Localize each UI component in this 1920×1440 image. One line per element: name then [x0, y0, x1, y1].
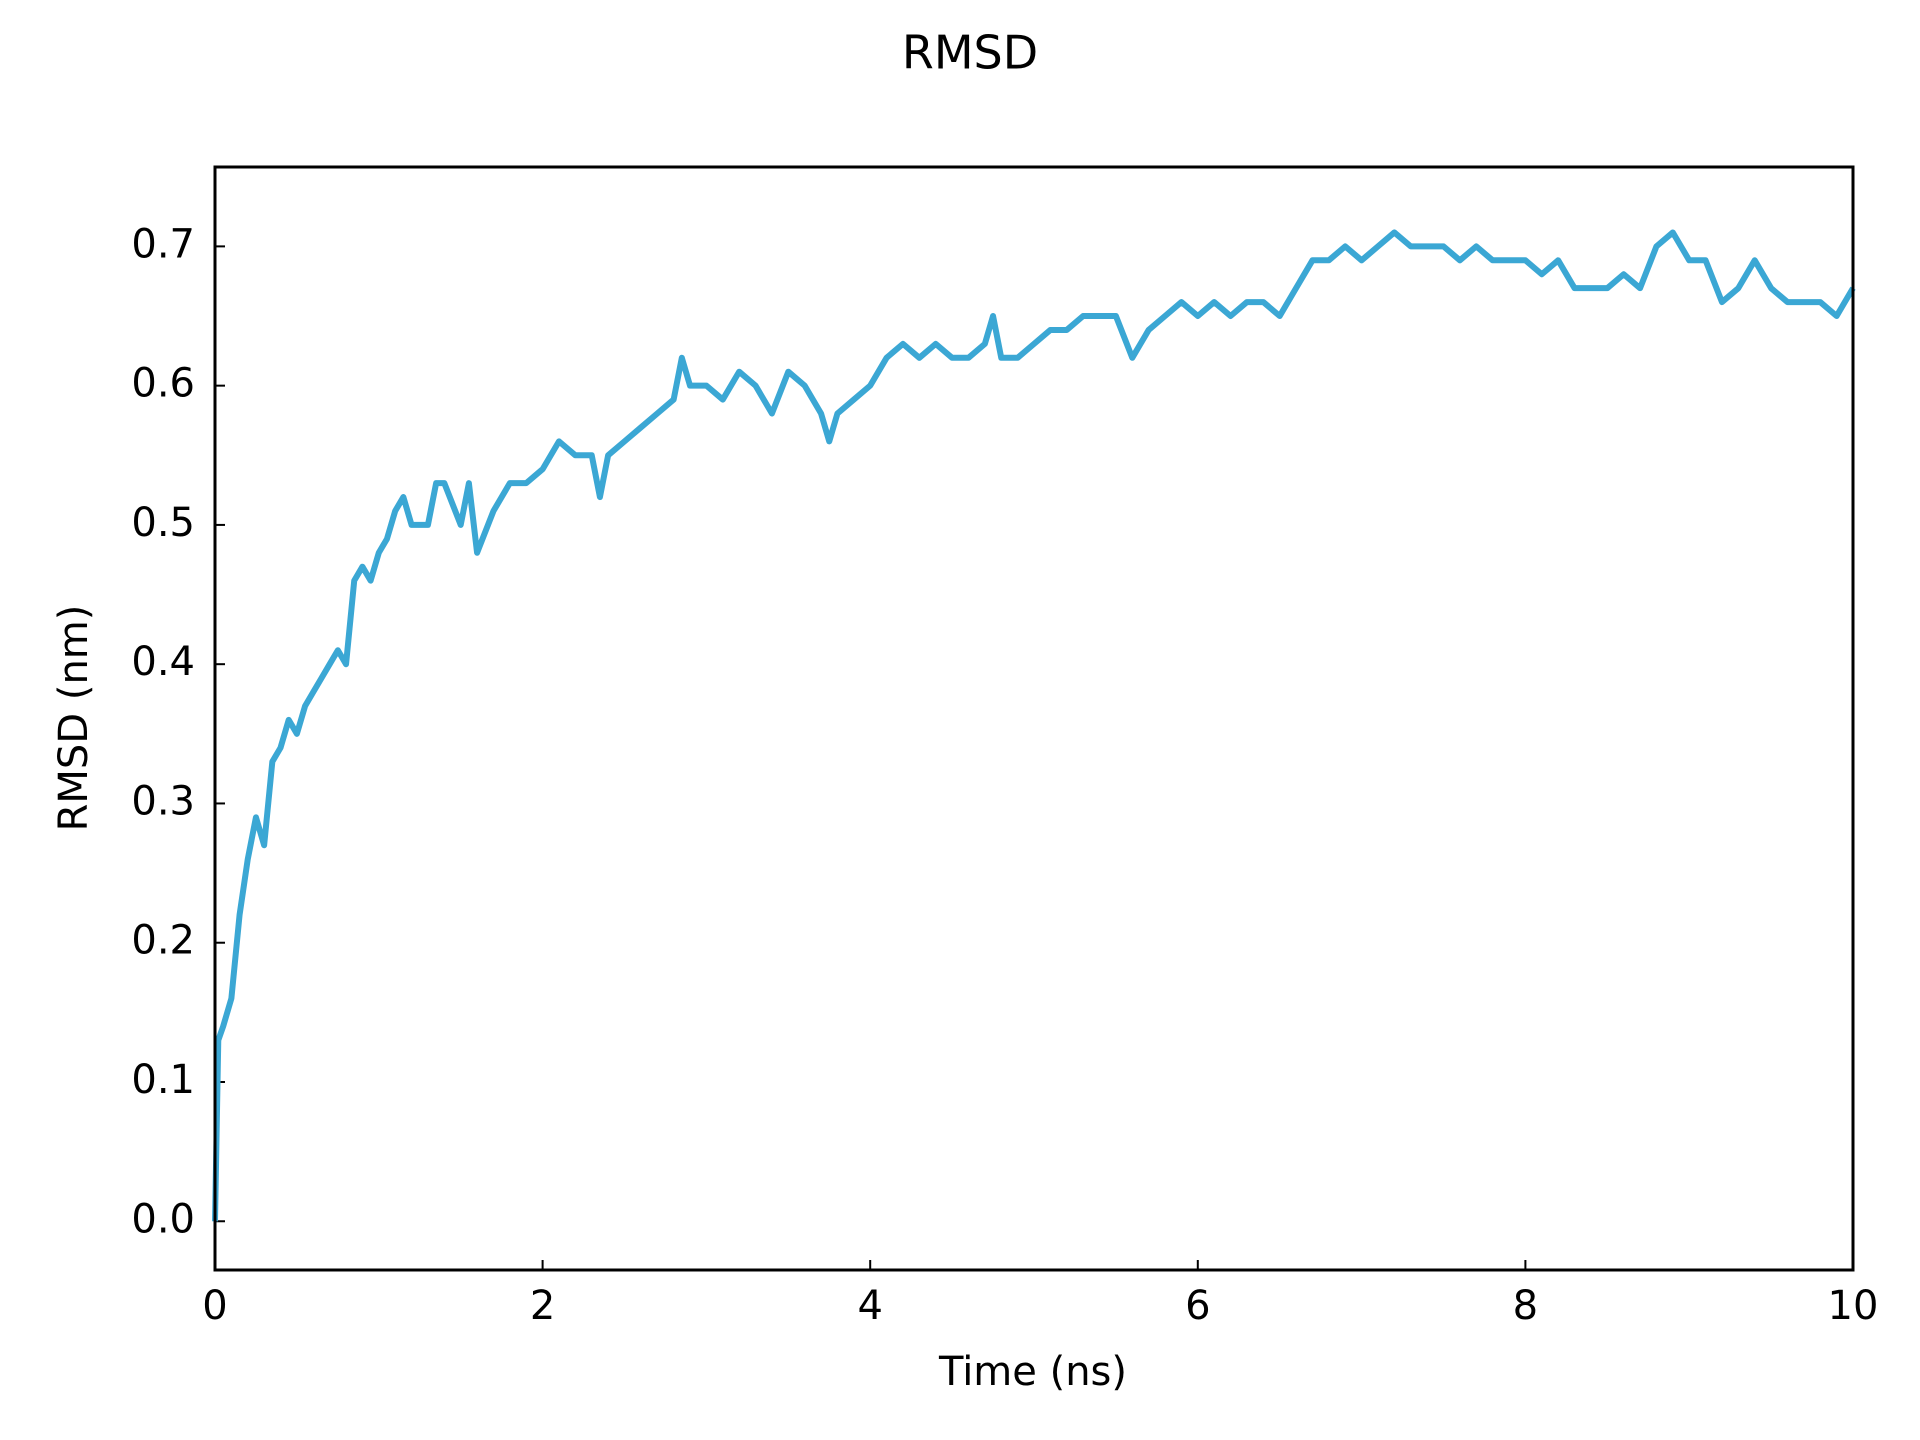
y-tick-label: 0.7: [131, 221, 195, 267]
y-tick-label: 0.1: [131, 1057, 195, 1103]
y-tick-label: 0.3: [131, 778, 195, 824]
y-axis-label: RMSD (nm): [51, 605, 97, 832]
x-tick-label: 2: [530, 1283, 555, 1329]
x-tick-label: 6: [1185, 1283, 1210, 1329]
data-line: [212, 229, 1856, 1222]
y-tick-label: 0.5: [131, 500, 195, 546]
x-tick-label: 8: [1513, 1283, 1538, 1329]
chart-title: RMSD: [902, 26, 1038, 80]
x-tick-label: 10: [1828, 1283, 1879, 1329]
axes-frame: [213, 165, 1855, 1272]
y-tick-label: 0.6: [131, 361, 195, 407]
y-tick-label: 0.2: [131, 918, 195, 964]
y-tick-label: 0.4: [131, 639, 195, 685]
x-axis-label: Time (ns): [938, 1349, 1127, 1395]
plot-area: 0.0 0.1 0.2 0.3 0.4 0.5 0.6 0.7 0 2 4 6 8 10: [131, 221, 1878, 1329]
x-tick-label: 0: [202, 1283, 227, 1329]
y-tick-label: 0.0: [131, 1196, 195, 1242]
x-tick-label: 4: [857, 1283, 882, 1329]
